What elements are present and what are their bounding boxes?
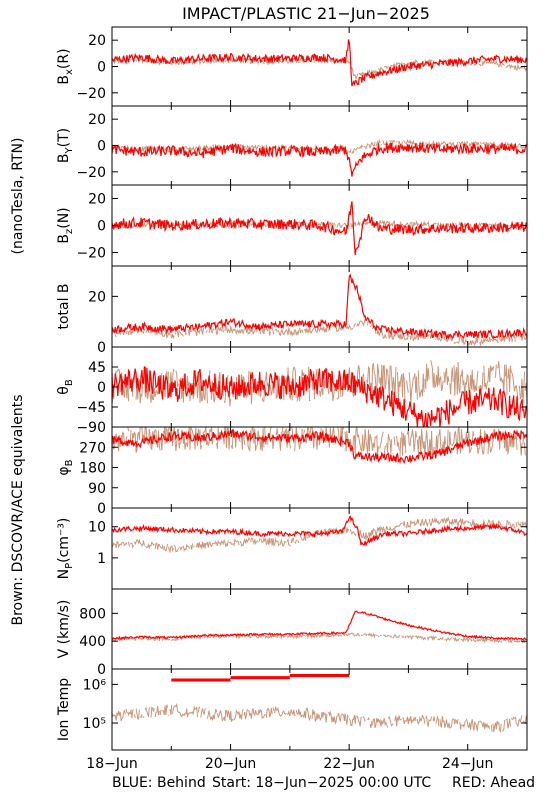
panel-phi-ytick-label-2: 90	[88, 481, 106, 497]
panel-theta-ylabel: θB	[56, 379, 75, 395]
panel-bz-ytick-label-2: −20	[76, 246, 106, 262]
panel-np-ylabel: NP(cm⁻³)	[56, 518, 75, 580]
panel-phi-ytick-label-0: 270	[79, 440, 106, 456]
panel-bx-ylabel: Bx(R)	[56, 48, 75, 84]
panel-by-ytick-label-1: 0	[97, 139, 106, 155]
panel-np-ace-series	[112, 516, 527, 554]
panel-v-ylabel: V (km/s)	[56, 600, 72, 659]
panels-group: 200−20Bx(R)200−20BY(T)200−20Bz(N)200tota…	[56, 26, 528, 772]
panel-phi-ytick-label-1: 180	[79, 461, 106, 477]
panel-bx-frame	[111, 26, 528, 107]
panel-temp-ytick-label-0: 10⁶	[83, 677, 107, 693]
panel-theta-ace-series	[112, 359, 527, 407]
panel-btotal-ytick-label-0: 20	[88, 289, 106, 305]
panel-by-ytick-label-2: −20	[76, 165, 106, 181]
panel-np-frame	[111, 507, 528, 590]
x-tick-label-0: 18−Jun	[86, 756, 137, 772]
panel-v-frame	[111, 588, 528, 670]
panel-by-data	[112, 138, 527, 177]
units-label: (nanoTesla, RTN)	[10, 138, 26, 255]
panel-v-ahead-series	[112, 610, 527, 641]
panel-theta-ytick-label-2: −45	[76, 400, 106, 416]
panel-np-ytick-label-0: 10	[88, 520, 106, 536]
panel-temp-ylabel: Ion Temp	[56, 678, 72, 741]
panel-temp-ace-series	[112, 702, 527, 733]
panel-bz-ytick-label-0: 20	[88, 192, 106, 208]
panel-phi-ytick-label-3: 0	[97, 501, 106, 517]
panel-v-ytick-label-1: 400	[79, 634, 106, 650]
behind-label: BLUE: Behind	[112, 775, 206, 791]
panel-by-ahead-series	[112, 141, 527, 177]
panel-np: 10 1 NP(cm⁻³)	[56, 507, 528, 590]
panel-bx-ace-series	[112, 55, 527, 80]
panel-bz-ytick-label-1: 0	[97, 219, 106, 235]
panel-bx-ytick-label-0: 20	[88, 33, 106, 49]
panel-temp-frame	[111, 668, 528, 751]
panel-theta-ytick-label-1: 0	[97, 380, 106, 396]
panel-phi-ahead-series	[112, 429, 527, 465]
panel-bx-ytick-label-1: 0	[97, 60, 106, 76]
panel-bz-ahead-series	[112, 201, 527, 256]
panel-theta-data	[112, 359, 527, 427]
panel-v: 800 400 0 V (km/s)	[56, 588, 528, 678]
panel-theta-ytick-label-3: −90	[76, 420, 106, 436]
panel-bx-data	[112, 39, 527, 87]
panel-v-ytick-label-0: 800	[79, 606, 106, 622]
panel-phi-data	[112, 427, 527, 465]
panel-by-ytick-label-0: 20	[88, 112, 106, 128]
panel-temp: 10⁶ 10⁵ Ion Temp	[56, 668, 528, 751]
panel-phi-ylabel: φB	[56, 459, 75, 475]
panel-v-ytick-label-2: 0	[97, 662, 106, 678]
panel-bz-data	[112, 201, 527, 256]
panel-temp-ytick-label-1: 10⁵	[83, 716, 106, 732]
ace-note-label: Brown: DSCOVR/ACE equivalents	[10, 394, 26, 625]
panel-np-ytick-label-1: 1	[97, 551, 106, 567]
panel-theta: 45 0 −45 −90 θB	[56, 346, 528, 436]
panel-theta-ahead-series	[112, 365, 527, 427]
panel-bx-ahead-series	[112, 39, 527, 87]
panel-v-data	[112, 610, 527, 644]
panel-theta-ytick-label-0: 45	[88, 360, 106, 376]
panel-btotal-ahead-series	[112, 273, 527, 341]
x-tick-label-2: 22−Jun	[323, 756, 374, 772]
panel-temp-data	[112, 673, 527, 733]
panel-np-data	[112, 515, 527, 554]
panel-phi: 270 180 90 0 φB	[56, 426, 528, 517]
x-tick-label-1: 20−Jun	[205, 756, 256, 772]
panel-bx-ytick-label-2: −20	[76, 86, 106, 102]
x-tick-label-3: 24−Jun	[442, 756, 493, 772]
panel-btotal-ytick-label-1: 0	[97, 340, 106, 356]
panel-btotal-ylabel: total B	[56, 283, 72, 329]
start-label: Start: 18−Jun−2025 00:00 UTC	[212, 775, 431, 791]
panel-np-ahead-series	[112, 515, 527, 548]
ahead-label: RED: Ahead	[452, 775, 535, 791]
panel-btotal: 20 0 total B	[56, 265, 528, 356]
chart-title: IMPACT/PLASTIC 21−Jun−2025	[182, 4, 430, 23]
panel-bz-ylabel: Bz(N)	[56, 207, 75, 243]
panel-btotal-data	[112, 273, 527, 347]
panel-by-ylabel: BY(T)	[56, 128, 75, 163]
